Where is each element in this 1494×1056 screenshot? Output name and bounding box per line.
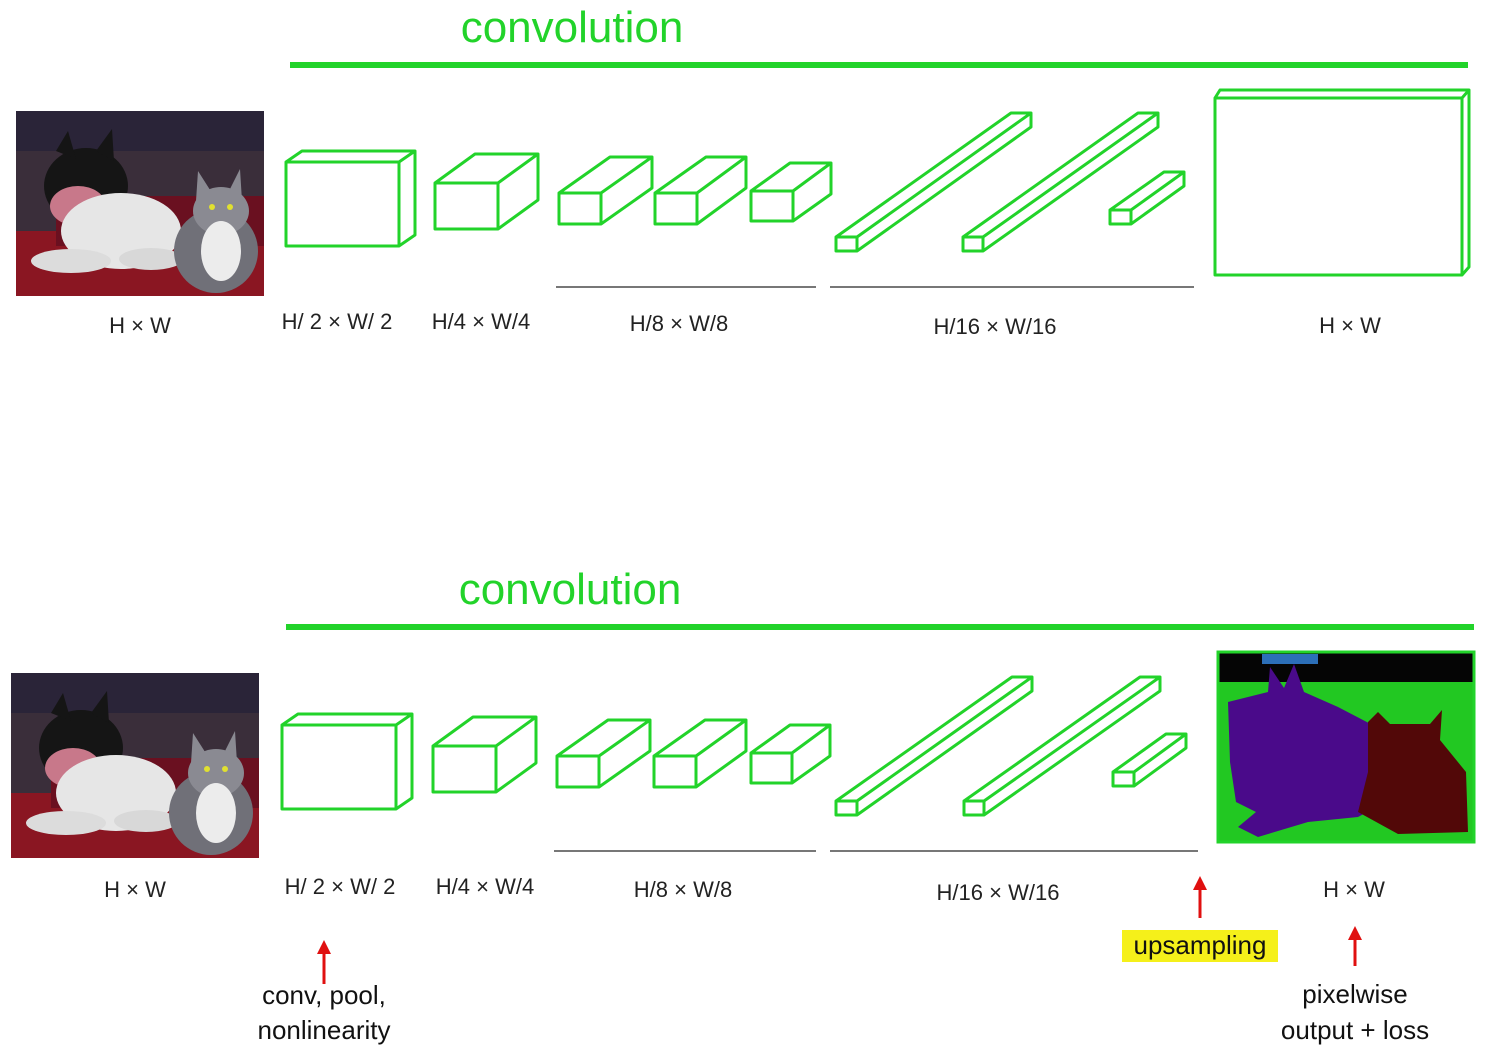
input-photo: [16, 111, 264, 296]
input-size-label: H × W: [109, 313, 171, 338]
block-h8-a: [555, 718, 652, 789]
input-photo: [11, 673, 259, 858]
block-h16-b: [962, 675, 1162, 817]
annotation-conv-line1: conv, pool,: [262, 980, 386, 1010]
arrow-conv: [317, 940, 331, 984]
input-size-label: H × W: [104, 877, 166, 902]
stage-blocks: [280, 675, 1188, 817]
block-output: [1213, 88, 1471, 277]
annotation-conv-line2: nonlinearity: [258, 1015, 391, 1045]
arrow-pixelwise: [1348, 926, 1362, 966]
block-h4: [433, 152, 540, 231]
stage-label-h2: H/ 2 × W/ 2: [285, 874, 396, 899]
block-h16-c: [1111, 732, 1188, 788]
stage-label-h16: H/16 × W/16: [937, 880, 1060, 905]
stage-label-h2: H/ 2 × W/ 2: [282, 309, 393, 334]
panel-top: convolution H × W H/ 2 × W/ 2 H/4 × W/4: [16, 3, 1471, 339]
annotation-upsampling: upsampling: [1134, 930, 1267, 960]
block-h8-b: [652, 718, 748, 789]
output-size-label: H × W: [1323, 877, 1385, 902]
block-h8-b: [653, 155, 748, 226]
panel-bottom: convolution H × W H/ 2 × W/ 2 H/4 × W/4 …: [11, 565, 1476, 1045]
stage-label-h8: H/8 × W/8: [634, 877, 732, 902]
panel-title: convolution: [461, 3, 684, 52]
block-h8-c: [749, 161, 833, 223]
block-h8-c: [749, 723, 832, 785]
panel-title: convolution: [459, 565, 682, 614]
output-size-label: H × W: [1319, 313, 1381, 338]
stage-label-h4: H/4 × W/4: [432, 309, 530, 334]
block-h16-a: [834, 111, 1033, 253]
stage-label-h4: H/4 × W/4: [436, 874, 534, 899]
stage-label-h16: H/16 × W/16: [934, 314, 1057, 339]
block-h8-a: [557, 155, 654, 226]
block-h16-c: [1108, 170, 1186, 226]
annotation-pixelwise-line2: output + loss: [1281, 1015, 1429, 1045]
stage-label-h8: H/8 × W/8: [630, 311, 728, 336]
segmentation-output: [1216, 650, 1476, 844]
annotation-pixelwise-line1: pixelwise: [1302, 979, 1408, 1009]
block-h16-a: [834, 675, 1034, 817]
stage-blocks: [284, 88, 1471, 277]
arrow-upsampling: [1193, 876, 1207, 918]
upsampling-highlight: [1122, 930, 1278, 962]
block-h16-b: [961, 111, 1160, 253]
block-h2: [284, 149, 417, 248]
block-h4: [431, 715, 538, 794]
block-h2: [280, 712, 414, 811]
